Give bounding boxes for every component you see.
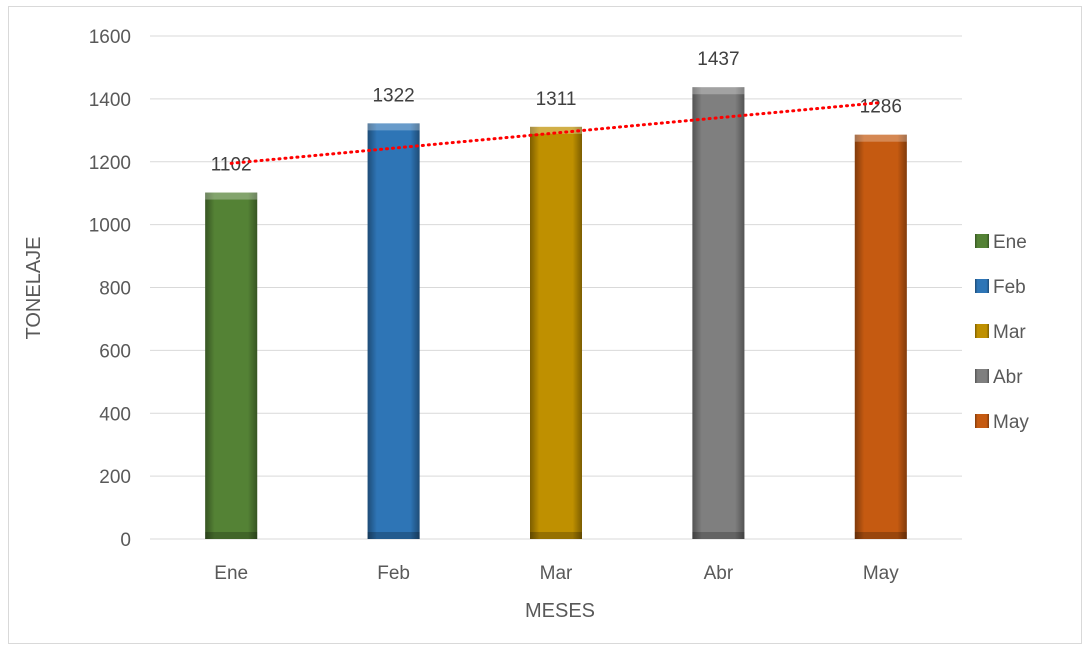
- bars: [205, 87, 907, 540]
- x-tick-label: May: [863, 563, 899, 584]
- data-label: 1311: [536, 89, 577, 110]
- x-tick-label: Mar: [540, 563, 573, 584]
- y-tick-label: 0: [120, 530, 131, 551]
- legend-label: May: [993, 412, 1029, 433]
- bar-shading: [205, 192, 258, 539]
- x-tick-label: Feb: [377, 563, 410, 584]
- data-labels: 1102 1322 1311 1437 1286: [211, 49, 902, 175]
- y-tick-label: 1600: [89, 27, 131, 48]
- bar-bevel-bottom: [692, 532, 745, 539]
- bar-bevel-bottom: [530, 532, 582, 539]
- trendline: [229, 101, 883, 165]
- legend-swatch-shading: [975, 414, 989, 428]
- y-tick-label: 600: [99, 341, 131, 362]
- bar-may: [854, 134, 907, 539]
- legend-item-may: May: [975, 412, 1029, 433]
- legend-label: Abr: [993, 367, 1023, 388]
- y-tick-label: 1200: [89, 153, 131, 174]
- legend-item-abr: Abr: [975, 367, 1023, 388]
- bar-shading: [692, 87, 745, 539]
- bar-bevel-bottom: [854, 532, 907, 539]
- y-tick-label: 200: [99, 467, 131, 488]
- x-tick-label: Abr: [704, 563, 734, 584]
- bar-shading: [530, 126, 582, 540]
- bar-shading: [367, 123, 420, 540]
- bar-feb: [367, 123, 420, 540]
- legend-swatch-shading: [975, 324, 989, 338]
- bar-bevel-top: [530, 126, 582, 134]
- y-tick-label: 400: [99, 404, 131, 425]
- bar-bevel-top: [367, 123, 420, 131]
- legend-label: Ene: [993, 232, 1027, 253]
- data-label: 1437: [697, 49, 739, 70]
- y-axis-ticks: 0 200 400 600 800 1000 1200 1400 1600: [89, 27, 131, 551]
- legend-swatch-shading: [975, 369, 989, 383]
- legend-swatch-shading: [975, 234, 989, 248]
- legend-swatch-shading: [975, 279, 989, 293]
- bar-ene: [205, 192, 258, 539]
- bar-shading: [854, 134, 907, 539]
- legend-item-ene: Ene: [975, 232, 1027, 253]
- legend-label: Feb: [993, 277, 1026, 298]
- data-label: 1322: [372, 85, 414, 106]
- bar-mar: [530, 126, 582, 540]
- y-tick-label: 800: [99, 279, 131, 300]
- bar-bevel-bottom: [205, 532, 258, 539]
- data-label: 1286: [860, 97, 902, 118]
- bar-bevel-top: [205, 192, 258, 200]
- bar-bevel-bottom: [367, 532, 420, 539]
- bar-abr: [692, 87, 745, 539]
- legend-item-mar: Mar: [975, 322, 1026, 343]
- x-tick-label: Ene: [214, 563, 248, 584]
- legend: Ene Feb Mar Abr May: [975, 232, 1029, 433]
- x-axis-title: MESES: [525, 600, 595, 622]
- y-tick-label: 1000: [89, 216, 131, 237]
- bar-bevel-top: [854, 134, 907, 142]
- x-axis-ticks: Ene Feb Mar Abr May: [214, 563, 899, 584]
- legend-item-feb: Feb: [975, 277, 1026, 298]
- y-tick-label: 1400: [89, 90, 131, 111]
- y-axis-title: TONELAJE: [23, 237, 45, 340]
- bar-bevel-top: [692, 87, 745, 95]
- legend-label: Mar: [993, 322, 1026, 343]
- trendline-line: [229, 101, 883, 165]
- data-label: 1102: [211, 155, 252, 176]
